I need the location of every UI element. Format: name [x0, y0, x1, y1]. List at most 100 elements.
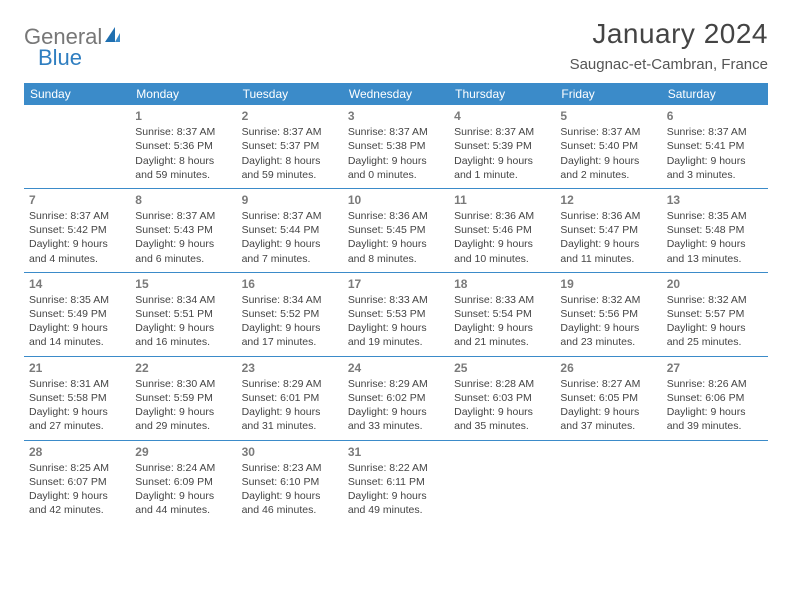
sunrise-text: Sunrise: 8:32 AM: [667, 293, 763, 307]
sunrise-text: Sunrise: 8:37 AM: [242, 209, 338, 223]
day-number: 13: [667, 192, 763, 208]
sunset-text: Sunset: 5:51 PM: [135, 307, 231, 321]
calendar-cell: 7Sunrise: 8:37 AMSunset: 5:42 PMDaylight…: [24, 188, 130, 272]
day-number: 19: [560, 276, 656, 292]
calendar-cell: 3Sunrise: 8:37 AMSunset: 5:38 PMDaylight…: [343, 105, 449, 188]
weekday-header: Thursday: [449, 83, 555, 105]
calendar-cell: 18Sunrise: 8:33 AMSunset: 5:54 PMDayligh…: [449, 272, 555, 356]
calendar-cell: [24, 105, 130, 188]
day-number: 7: [29, 192, 125, 208]
calendar-cell: [555, 440, 661, 523]
sunrise-text: Sunrise: 8:37 AM: [667, 125, 763, 139]
daylight-text: Daylight: 9 hours and 0 minutes.: [348, 154, 444, 182]
daylight-text: Daylight: 9 hours and 13 minutes.: [667, 237, 763, 265]
sunset-text: Sunset: 6:07 PM: [29, 475, 125, 489]
sunset-text: Sunset: 6:11 PM: [348, 475, 444, 489]
calendar-body: 1Sunrise: 8:37 AMSunset: 5:36 PMDaylight…: [24, 105, 768, 523]
calendar-cell: 19Sunrise: 8:32 AMSunset: 5:56 PMDayligh…: [555, 272, 661, 356]
calendar-cell: 24Sunrise: 8:29 AMSunset: 6:02 PMDayligh…: [343, 356, 449, 440]
calendar-cell: 14Sunrise: 8:35 AMSunset: 5:49 PMDayligh…: [24, 272, 130, 356]
weekday-header: Saturday: [662, 83, 768, 105]
daylight-text: Daylight: 9 hours and 7 minutes.: [242, 237, 338, 265]
sunrise-text: Sunrise: 8:27 AM: [560, 377, 656, 391]
sunset-text: Sunset: 5:36 PM: [135, 139, 231, 153]
daylight-text: Daylight: 9 hours and 1 minute.: [454, 154, 550, 182]
sunset-text: Sunset: 6:02 PM: [348, 391, 444, 405]
day-number: 15: [135, 276, 231, 292]
calendar-cell: 29Sunrise: 8:24 AMSunset: 6:09 PMDayligh…: [130, 440, 236, 523]
sunrise-text: Sunrise: 8:37 AM: [454, 125, 550, 139]
weekday-header: Wednesday: [343, 83, 449, 105]
day-number: 28: [29, 444, 125, 460]
daylight-text: Daylight: 9 hours and 46 minutes.: [242, 489, 338, 517]
sunset-text: Sunset: 5:49 PM: [29, 307, 125, 321]
daylight-text: Daylight: 9 hours and 8 minutes.: [348, 237, 444, 265]
daylight-text: Daylight: 9 hours and 21 minutes.: [454, 321, 550, 349]
sunset-text: Sunset: 5:54 PM: [454, 307, 550, 321]
sunrise-text: Sunrise: 8:37 AM: [242, 125, 338, 139]
calendar-cell: 12Sunrise: 8:36 AMSunset: 5:47 PMDayligh…: [555, 188, 661, 272]
daylight-text: Daylight: 9 hours and 23 minutes.: [560, 321, 656, 349]
sunrise-text: Sunrise: 8:29 AM: [348, 377, 444, 391]
day-number: 8: [135, 192, 231, 208]
daylight-text: Daylight: 9 hours and 14 minutes.: [29, 321, 125, 349]
sail-icon: [102, 25, 122, 50]
daylight-text: Daylight: 9 hours and 4 minutes.: [29, 237, 125, 265]
calendar-cell: 8Sunrise: 8:37 AMSunset: 5:43 PMDaylight…: [130, 188, 236, 272]
sunrise-text: Sunrise: 8:33 AM: [348, 293, 444, 307]
daylight-text: Daylight: 9 hours and 2 minutes.: [560, 154, 656, 182]
sunrise-text: Sunrise: 8:34 AM: [135, 293, 231, 307]
sunrise-text: Sunrise: 8:29 AM: [242, 377, 338, 391]
day-number: 22: [135, 360, 231, 376]
calendar-cell: 31Sunrise: 8:22 AMSunset: 6:11 PMDayligh…: [343, 440, 449, 523]
sunrise-text: Sunrise: 8:37 AM: [29, 209, 125, 223]
sunset-text: Sunset: 5:46 PM: [454, 223, 550, 237]
calendar-cell: 20Sunrise: 8:32 AMSunset: 5:57 PMDayligh…: [662, 272, 768, 356]
calendar-cell: [449, 440, 555, 523]
day-number: 1: [135, 108, 231, 124]
calendar-cell: 6Sunrise: 8:37 AMSunset: 5:41 PMDaylight…: [662, 105, 768, 188]
day-number: 5: [560, 108, 656, 124]
day-number: 18: [454, 276, 550, 292]
sunset-text: Sunset: 5:42 PM: [29, 223, 125, 237]
sunrise-text: Sunrise: 8:36 AM: [348, 209, 444, 223]
sunrise-text: Sunrise: 8:35 AM: [667, 209, 763, 223]
sunrise-text: Sunrise: 8:34 AM: [242, 293, 338, 307]
sunset-text: Sunset: 6:06 PM: [667, 391, 763, 405]
calendar-cell: 23Sunrise: 8:29 AMSunset: 6:01 PMDayligh…: [237, 356, 343, 440]
day-number: 11: [454, 192, 550, 208]
day-number: 6: [667, 108, 763, 124]
sunset-text: Sunset: 5:39 PM: [454, 139, 550, 153]
weekday-header: Tuesday: [237, 83, 343, 105]
calendar-row: 28Sunrise: 8:25 AMSunset: 6:07 PMDayligh…: [24, 440, 768, 523]
calendar-cell: 1Sunrise: 8:37 AMSunset: 5:36 PMDaylight…: [130, 105, 236, 188]
day-number: 26: [560, 360, 656, 376]
day-number: 20: [667, 276, 763, 292]
day-number: 12: [560, 192, 656, 208]
daylight-text: Daylight: 9 hours and 39 minutes.: [667, 405, 763, 433]
day-number: 23: [242, 360, 338, 376]
sunrise-text: Sunrise: 8:35 AM: [29, 293, 125, 307]
daylight-text: Daylight: 9 hours and 25 minutes.: [667, 321, 763, 349]
sunrise-text: Sunrise: 8:36 AM: [560, 209, 656, 223]
weekday-header: Monday: [130, 83, 236, 105]
sunset-text: Sunset: 5:59 PM: [135, 391, 231, 405]
page-header: General January 2024 Saugnac-et-Cambran,…: [24, 18, 768, 73]
calendar-cell: 26Sunrise: 8:27 AMSunset: 6:05 PMDayligh…: [555, 356, 661, 440]
daylight-text: Daylight: 9 hours and 42 minutes.: [29, 489, 125, 517]
weekday-header-row: Sunday Monday Tuesday Wednesday Thursday…: [24, 83, 768, 105]
day-number: 29: [135, 444, 231, 460]
calendar-cell: 27Sunrise: 8:26 AMSunset: 6:06 PMDayligh…: [662, 356, 768, 440]
calendar-table: Sunday Monday Tuesday Wednesday Thursday…: [24, 83, 768, 523]
sunset-text: Sunset: 5:37 PM: [242, 139, 338, 153]
calendar-row: 7Sunrise: 8:37 AMSunset: 5:42 PMDaylight…: [24, 188, 768, 272]
day-number: 14: [29, 276, 125, 292]
calendar-cell: 11Sunrise: 8:36 AMSunset: 5:46 PMDayligh…: [449, 188, 555, 272]
calendar-cell: 21Sunrise: 8:31 AMSunset: 5:58 PMDayligh…: [24, 356, 130, 440]
calendar-cell: 4Sunrise: 8:37 AMSunset: 5:39 PMDaylight…: [449, 105, 555, 188]
sunrise-text: Sunrise: 8:24 AM: [135, 461, 231, 475]
sunrise-text: Sunrise: 8:37 AM: [135, 125, 231, 139]
sunset-text: Sunset: 6:09 PM: [135, 475, 231, 489]
day-number: 27: [667, 360, 763, 376]
location-text: Saugnac-et-Cambran, France: [570, 56, 768, 73]
